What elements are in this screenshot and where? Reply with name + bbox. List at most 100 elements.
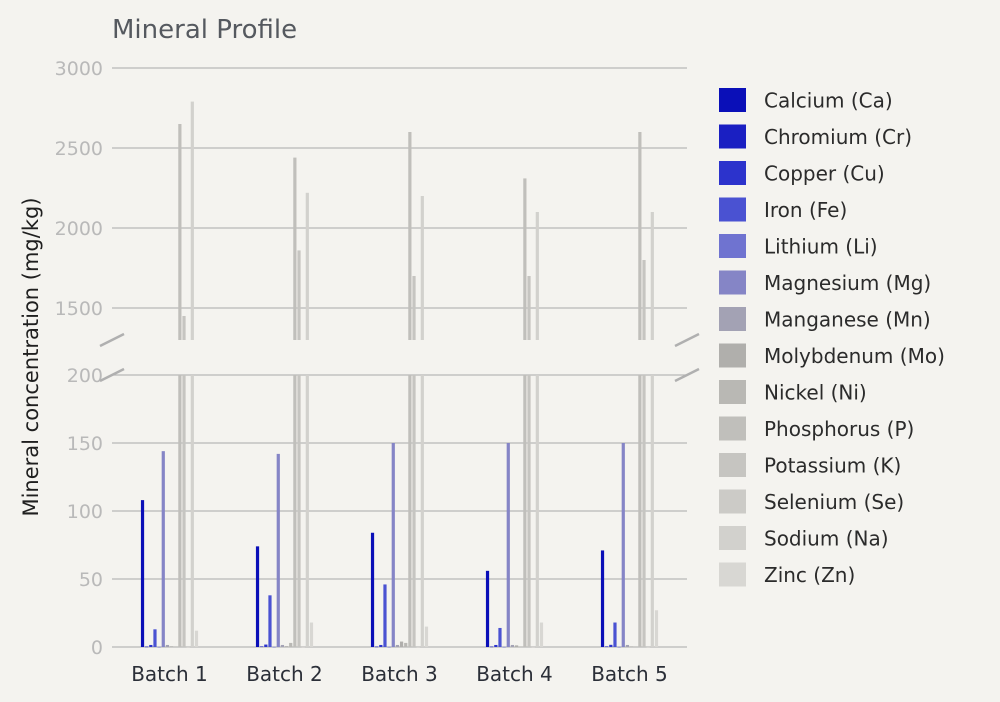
bar-molybdenum-mo-5 bbox=[629, 646, 634, 648]
legend-label: Iron (Fe) bbox=[764, 198, 847, 222]
legend-swatch bbox=[719, 453, 746, 477]
bar-phosphorus-p-1-lower bbox=[178, 375, 182, 647]
bar-potassium-k-2-upper bbox=[297, 250, 301, 340]
legend-label: Manganese (Mn) bbox=[764, 308, 931, 332]
bar-selenium-se-5 bbox=[646, 646, 650, 648]
bar-phosphorus-p-2-lower bbox=[293, 375, 297, 647]
bar-copper-cu-2 bbox=[264, 644, 268, 647]
bar-nickel-ni-5 bbox=[634, 646, 638, 648]
bar-potassium-k-4-lower bbox=[527, 375, 531, 647]
bar-potassium-k-1-lower bbox=[182, 375, 186, 647]
legend-label: Zinc (Zn) bbox=[764, 563, 855, 587]
y-tick-label: 2000 bbox=[55, 218, 103, 240]
legend-swatch bbox=[719, 416, 746, 441]
bar-copper-cu-1 bbox=[149, 644, 153, 647]
bars bbox=[140, 101, 659, 648]
bar-selenium-se-3 bbox=[416, 646, 420, 648]
bar-chromium-cr-1 bbox=[145, 646, 149, 648]
bar-sodium-na-3-lower bbox=[420, 375, 424, 647]
bar-phosphorus-p-3-upper bbox=[408, 132, 412, 340]
x-tick-label: Batch 1 bbox=[131, 662, 208, 686]
y-tick-label: 100 bbox=[67, 501, 103, 523]
x-tick-label: Batch 5 bbox=[591, 662, 668, 686]
bar-manganese-mn-4 bbox=[510, 644, 515, 647]
bar-molybdenum-mo-4 bbox=[514, 645, 519, 647]
legend-swatch bbox=[719, 88, 746, 112]
bar-molybdenum-mo-3 bbox=[399, 641, 404, 647]
legend-label: Potassium (K) bbox=[764, 454, 901, 478]
bar-phosphorus-p-3-lower bbox=[408, 375, 412, 647]
legend-swatch bbox=[719, 124, 746, 149]
break-mark-upper bbox=[674, 332, 700, 348]
x-tick-labels: Batch 1 Batch 2 Batch 3 Batch 4 Batch 5 bbox=[131, 662, 668, 686]
legend-label: Magnesium (Mg) bbox=[764, 271, 931, 295]
legend-swatch bbox=[719, 197, 746, 222]
gridlines bbox=[112, 67, 687, 648]
legend-label: Molybdenum (Mo) bbox=[764, 344, 945, 368]
legend-swatch bbox=[719, 307, 746, 331]
bar-copper-cu-5 bbox=[609, 644, 613, 647]
bar-chromium-cr-3 bbox=[375, 646, 379, 648]
bar-chromium-cr-2 bbox=[260, 646, 264, 648]
bar-lithium-li-5 bbox=[617, 646, 621, 648]
legend-label: Sodium (Na) bbox=[764, 527, 889, 551]
legend-swatch bbox=[719, 489, 746, 514]
bar-potassium-k-5-lower bbox=[642, 375, 646, 647]
y-axis-label: Mineral concentration (mg/kg) bbox=[19, 197, 43, 516]
bar-calcium-ca-2 bbox=[255, 546, 260, 647]
bar-calcium-ca-4 bbox=[485, 570, 490, 647]
bar-manganese-mn-5 bbox=[625, 644, 630, 647]
bar-phosphorus-p-1-upper bbox=[178, 124, 182, 340]
bar-potassium-k-4-upper bbox=[527, 276, 531, 340]
y-tick-label: 1500 bbox=[55, 298, 103, 320]
bar-phosphorus-p-4-upper bbox=[523, 178, 527, 340]
bar-calcium-ca-1 bbox=[140, 500, 145, 647]
legend-label: Selenium (Se) bbox=[764, 490, 904, 514]
legend: Calcium (Ca) Chromium (Cr) Copper (Cu) Iron… bbox=[719, 88, 945, 587]
bar-molybdenum-mo-1 bbox=[169, 646, 174, 647]
bar-copper-cu-3 bbox=[379, 644, 383, 647]
bar-sodium-na-1-upper bbox=[190, 101, 194, 340]
y-tick-label: 2500 bbox=[55, 138, 103, 160]
legend-swatch bbox=[719, 270, 746, 295]
bar-sodium-na-4-lower bbox=[535, 375, 539, 647]
legend-swatch bbox=[719, 234, 746, 258]
bar-sodium-na-2-upper bbox=[305, 192, 309, 340]
legend-label: Phosphorus (P) bbox=[764, 417, 914, 441]
y-tick-label: 50 bbox=[79, 569, 103, 591]
bar-magnesium-mg-3 bbox=[391, 443, 395, 647]
x-tick-label: Batch 3 bbox=[361, 662, 438, 686]
bar-iron-fe-2 bbox=[268, 595, 272, 647]
bar-copper-cu-4 bbox=[494, 644, 498, 647]
y-tick-labels: 0 50 100 150 200 1500 2000 2500 3000 bbox=[55, 58, 103, 659]
x-tick-label: Batch 4 bbox=[476, 662, 553, 686]
bar-sodium-na-1-lower bbox=[190, 375, 194, 647]
bar-zinc-zn-4 bbox=[539, 622, 544, 647]
bar-phosphorus-p-5-upper bbox=[638, 132, 642, 340]
bar-nickel-ni-4 bbox=[519, 646, 523, 648]
bar-manganese-mn-3 bbox=[395, 644, 400, 647]
legend-label: Calcium (Ca) bbox=[764, 89, 893, 113]
bar-calcium-ca-5 bbox=[600, 550, 605, 647]
break-mark-lower bbox=[674, 367, 700, 383]
legend-swatch bbox=[719, 562, 746, 587]
bar-magnesium-mg-5 bbox=[621, 443, 625, 647]
legend-swatch bbox=[719, 343, 746, 368]
y-tick-label: 3000 bbox=[55, 58, 103, 80]
bar-iron-fe-5 bbox=[613, 622, 617, 647]
bar-potassium-k-2-lower bbox=[297, 375, 301, 647]
bar-manganese-mn-1 bbox=[165, 644, 170, 647]
bar-potassium-k-1-upper bbox=[182, 316, 186, 340]
bar-molybdenum-mo-2 bbox=[284, 646, 289, 647]
bar-magnesium-mg-4 bbox=[506, 443, 510, 647]
y-tick-label: 200 bbox=[67, 365, 103, 387]
bar-nickel-ni-2 bbox=[289, 642, 293, 647]
bar-sodium-na-4-upper bbox=[535, 212, 539, 340]
bar-lithium-li-4 bbox=[502, 646, 506, 648]
bar-manganese-mn-2 bbox=[280, 644, 285, 647]
bar-lithium-li-2 bbox=[272, 646, 276, 648]
bar-selenium-se-4 bbox=[531, 646, 535, 648]
break-mark-lower bbox=[99, 367, 125, 383]
bar-phosphorus-p-2-upper bbox=[293, 157, 297, 340]
